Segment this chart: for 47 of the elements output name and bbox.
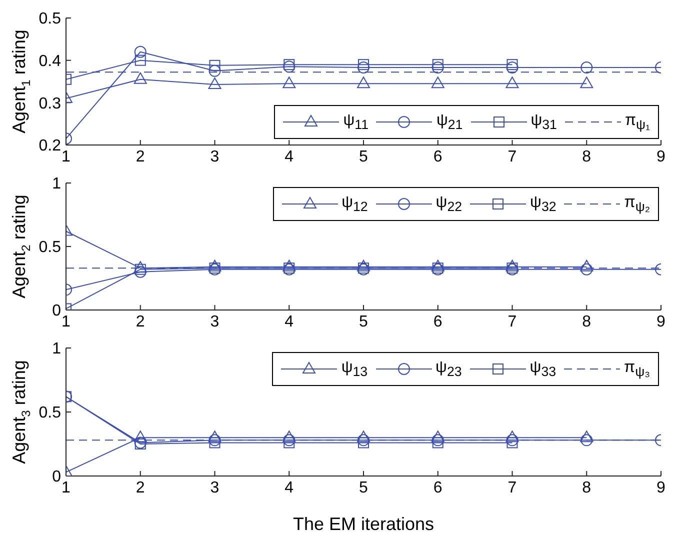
legend-label: ψ$_{23}$ — [436, 359, 462, 380]
x-tick-label: 3 — [210, 148, 220, 166]
legend-label: π$_{ψ₃}$ — [624, 359, 650, 380]
x-tick-label: 4 — [284, 148, 294, 166]
x-tick-label: 7 — [508, 313, 517, 330]
legend-label: ψ$_{31}$ — [530, 112, 557, 132]
legend-label: π$_{ψ₂}$ — [624, 194, 650, 214]
x-tick-label: 5 — [359, 148, 368, 166]
x-tick-label: 2 — [136, 313, 145, 330]
x-tick-label: 6 — [433, 313, 442, 330]
y-tick-label: 0.4 — [38, 53, 62, 70]
legend-label: ψ$_{12}$ — [342, 194, 368, 214]
legend-label: ψ$_{13}$ — [341, 359, 368, 380]
y-tick-label: 1 — [52, 340, 62, 358]
y-tick-label: 0 — [52, 302, 62, 320]
x-tick-label: 6 — [433, 148, 442, 166]
y-tick-label: 0.5 — [38, 10, 62, 28]
x-tick-label: 9 — [656, 479, 666, 496]
legend-label: ψ$_{33}$ — [530, 359, 556, 380]
x-tick-label: 4 — [284, 313, 294, 330]
x-tick-label: 9 — [656, 313, 666, 330]
x-tick-label: 2 — [136, 148, 145, 166]
legend-label: π$_{ψ₁}$ — [624, 112, 650, 132]
x-tick-label: 2 — [136, 479, 145, 496]
x-tick-label: 8 — [582, 479, 592, 496]
x-axis-title: The EM iterations — [292, 514, 434, 534]
x-tick-label: 9 — [656, 148, 666, 166]
y-tick-label: 0 — [52, 468, 62, 486]
x-tick-label: 8 — [582, 148, 592, 166]
legend-label: ψ$_{32}$ — [530, 194, 556, 214]
x-tick-label: 6 — [433, 479, 442, 496]
x-tick-label: 5 — [359, 479, 368, 496]
y-tick-label: 0.5 — [38, 239, 62, 256]
y-tick-label: 1 — [52, 176, 62, 193]
y-tick-label: 0.2 — [38, 138, 62, 155]
y-tick-label: 0.5 — [38, 404, 62, 422]
x-tick-label: 8 — [582, 313, 592, 330]
x-tick-label: 3 — [210, 313, 220, 330]
x-tick-label: 4 — [284, 479, 294, 496]
x-tick-label: 7 — [508, 479, 517, 496]
x-tick-label: 3 — [210, 479, 220, 496]
x-tick-label: 5 — [359, 313, 368, 330]
y-tick-label: 0.3 — [38, 95, 62, 112]
legend-label: ψ$_{22}$ — [436, 194, 462, 214]
x-tick-label: 7 — [508, 148, 517, 166]
legend-label: ψ$_{11}$ — [343, 112, 368, 132]
legend-label: ψ$_{21}$ — [436, 112, 463, 132]
